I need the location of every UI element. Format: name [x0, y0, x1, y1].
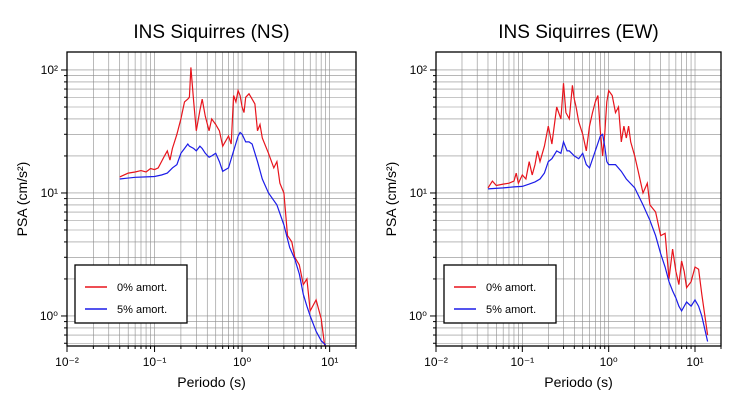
x-tick-label: 10⁻²	[55, 355, 79, 369]
series-line-red	[487, 83, 709, 336]
y-axis-label: PSA (cm/s²)	[14, 162, 30, 237]
series-group	[119, 67, 327, 346]
y-tick-label: 10¹	[410, 186, 427, 200]
x-tick-label: 10⁻¹	[510, 355, 534, 369]
legend: 0% amort. 5% amort.	[74, 264, 188, 324]
ticks	[430, 69, 722, 352]
x-tick-label: 10⁻²	[424, 355, 448, 369]
y-tick-label: 10⁰	[409, 309, 427, 323]
chart-panel-2: 10⁻² 10⁻¹ 10⁰ 10¹ 10⁰ 10¹ 10² INS Siquirres (EW…	[383, 22, 722, 390]
series-line-blue	[487, 133, 709, 342]
series-line-red	[119, 67, 326, 346]
legend-label: 5% amort.	[117, 304, 167, 316]
ticks	[61, 69, 357, 352]
x-tick-label: 10¹	[321, 355, 338, 369]
y-tick-label: 10²	[410, 63, 427, 77]
chart-title: INS Siquirres (EW)	[498, 22, 658, 43]
grid	[66, 52, 357, 346]
x-tick-label: 10⁻¹	[143, 355, 167, 369]
y-tick-label: 10⁰	[40, 309, 58, 323]
legend-label: 0% amort.	[486, 282, 536, 294]
x-axis-label: Periodo (s)	[177, 374, 245, 390]
legend-box	[443, 264, 557, 324]
y-tick-label: 10¹	[41, 186, 58, 200]
chart-title: INS Siquirres (NS)	[133, 22, 289, 43]
series-line-blue	[119, 131, 327, 346]
y-tick-label: 10²	[41, 63, 58, 77]
y-axis-label: PSA (cm/s²)	[383, 162, 399, 237]
legend-label: 5% amort.	[486, 304, 536, 316]
x-tick-label: 10⁰	[600, 355, 618, 369]
chart-panel-1: 10⁻² 10⁻¹ 10⁰ 10¹ 10⁰ 10¹ 10² INS Siquirres (NS…	[14, 22, 357, 390]
legend-label: 0% amort.	[117, 282, 167, 294]
x-axis-label: Periodo (s)	[544, 374, 612, 390]
legend: 0% amort. 5% amort.	[443, 264, 557, 324]
legend-box	[74, 264, 188, 324]
x-tick-label: 10⁰	[233, 355, 251, 369]
series-group	[487, 83, 709, 342]
x-tick-label: 10¹	[686, 355, 703, 369]
